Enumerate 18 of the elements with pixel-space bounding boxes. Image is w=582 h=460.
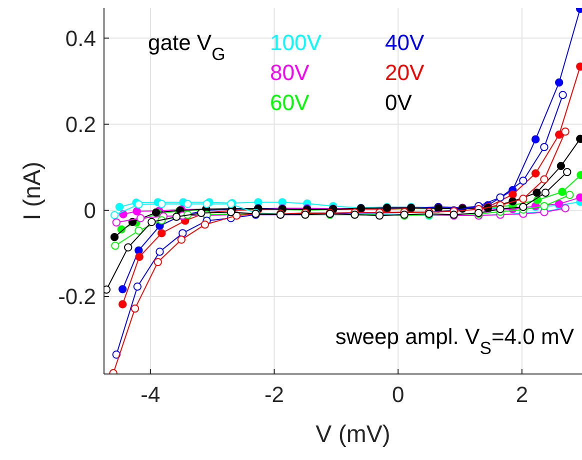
y-tick-label: 0.2: [65, 112, 96, 137]
text: 80V: [270, 60, 310, 85]
legend-title: gate V$_{G}$: [148, 30, 226, 64]
y-axis-title: I (nA): [19, 162, 46, 220]
x-tick-label: -4: [140, 382, 160, 407]
text: 0V: [385, 90, 412, 115]
text: 60V: [270, 90, 310, 115]
text: 100V: [270, 30, 322, 55]
x-axis-title: V (mV): [316, 421, 390, 448]
annotation: sweep ampl. V$_{S}$=4.0 mV: [335, 324, 574, 358]
x-tick-label: -2: [264, 382, 284, 407]
y-tick-label: -0.2: [58, 284, 96, 310]
text: 40V: [385, 30, 424, 55]
y-tick-label: 0: [84, 198, 96, 224]
text: 20V: [385, 60, 424, 85]
y-tick-label: 0.4: [65, 26, 96, 51]
x-tick-label: 0: [392, 382, 404, 407]
x-tick-label: 2: [516, 382, 528, 407]
